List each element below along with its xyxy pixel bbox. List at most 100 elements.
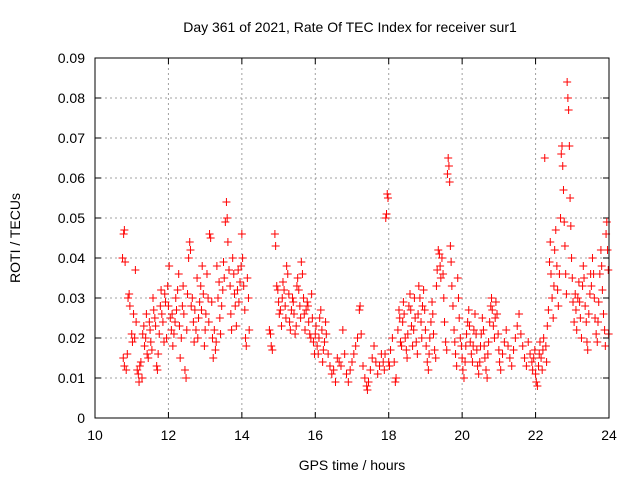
data-point <box>294 286 303 294</box>
data-point <box>232 322 241 330</box>
data-point <box>443 170 452 178</box>
data-point <box>400 310 409 318</box>
data-point <box>179 310 188 318</box>
data-point <box>327 370 336 378</box>
data-point <box>164 302 173 310</box>
data-point <box>233 286 242 294</box>
data-point <box>439 270 448 278</box>
data-point <box>204 294 213 302</box>
data-point <box>355 306 364 314</box>
data-point <box>468 358 477 366</box>
data-point <box>450 338 459 346</box>
data-point <box>199 290 208 298</box>
data-point <box>212 262 221 270</box>
data-point <box>285 318 294 326</box>
data-point <box>336 362 345 370</box>
data-point <box>484 338 493 346</box>
data-point <box>498 350 507 358</box>
data-point <box>513 322 522 330</box>
data-point <box>184 254 193 262</box>
data-point <box>412 338 421 346</box>
data-point <box>493 310 502 318</box>
data-point <box>151 322 160 330</box>
data-point <box>324 350 333 358</box>
data-point <box>446 242 455 250</box>
data-point <box>593 338 602 346</box>
data-point <box>215 314 224 322</box>
data-point <box>186 246 195 254</box>
data-point <box>172 306 181 314</box>
data-point <box>452 362 461 370</box>
data-point <box>430 346 439 354</box>
data-point <box>458 366 467 374</box>
data-point <box>348 358 356 366</box>
data-point <box>238 254 247 262</box>
data-point <box>579 262 588 270</box>
data-point <box>588 254 597 262</box>
data-point <box>515 310 524 318</box>
data-point <box>182 374 191 382</box>
chart-title: Day 361 of 2021, Rate Of TEC Index for r… <box>183 19 517 35</box>
data-point <box>594 298 603 306</box>
data-point <box>428 298 437 306</box>
data-point <box>592 330 601 338</box>
data-point <box>219 258 228 266</box>
data-point <box>564 106 573 114</box>
data-point <box>169 330 178 338</box>
data-point <box>391 378 400 386</box>
y-tick-label: 0.02 <box>58 330 85 346</box>
data-point <box>209 354 218 362</box>
data-point <box>432 282 441 290</box>
data-point <box>145 318 154 326</box>
data-point <box>281 302 290 310</box>
data-point <box>303 302 312 310</box>
data-point <box>551 226 560 234</box>
data-point <box>575 298 584 306</box>
data-point <box>417 334 426 342</box>
data-point <box>206 234 215 242</box>
data-point <box>474 370 483 378</box>
data-point <box>292 282 301 290</box>
data-point <box>132 318 141 326</box>
data-point <box>300 310 309 318</box>
data-point <box>518 342 527 350</box>
data-point <box>191 326 200 334</box>
data-point <box>168 342 177 350</box>
data-point <box>393 326 402 334</box>
data-point <box>494 346 503 354</box>
data-point <box>419 286 428 294</box>
data-point <box>516 330 525 338</box>
data-point <box>278 278 287 286</box>
data-point <box>178 302 187 310</box>
data-point <box>543 322 552 330</box>
data-point <box>200 342 209 350</box>
data-point <box>380 366 389 374</box>
data-point <box>455 314 464 322</box>
data-point <box>193 334 202 342</box>
data-point <box>582 318 591 326</box>
data-point <box>541 342 550 350</box>
data-point <box>491 298 500 306</box>
data-point <box>268 346 277 354</box>
data-point <box>538 366 547 374</box>
data-point <box>194 314 203 322</box>
data-point <box>602 218 611 226</box>
data-point <box>171 294 180 302</box>
data-point <box>302 306 311 314</box>
data-point <box>130 334 139 342</box>
data-point <box>320 338 329 346</box>
data-point <box>425 334 434 342</box>
data-point <box>556 214 565 222</box>
data-point <box>527 358 536 366</box>
data-point <box>559 186 568 194</box>
data-point <box>402 346 411 354</box>
data-point <box>120 362 129 370</box>
data-point <box>311 330 320 338</box>
data-point <box>478 314 487 322</box>
data-point <box>140 342 149 350</box>
data-point <box>296 314 305 322</box>
plot-frame <box>94 57 610 419</box>
data-point <box>426 318 435 326</box>
data-point <box>465 322 474 330</box>
